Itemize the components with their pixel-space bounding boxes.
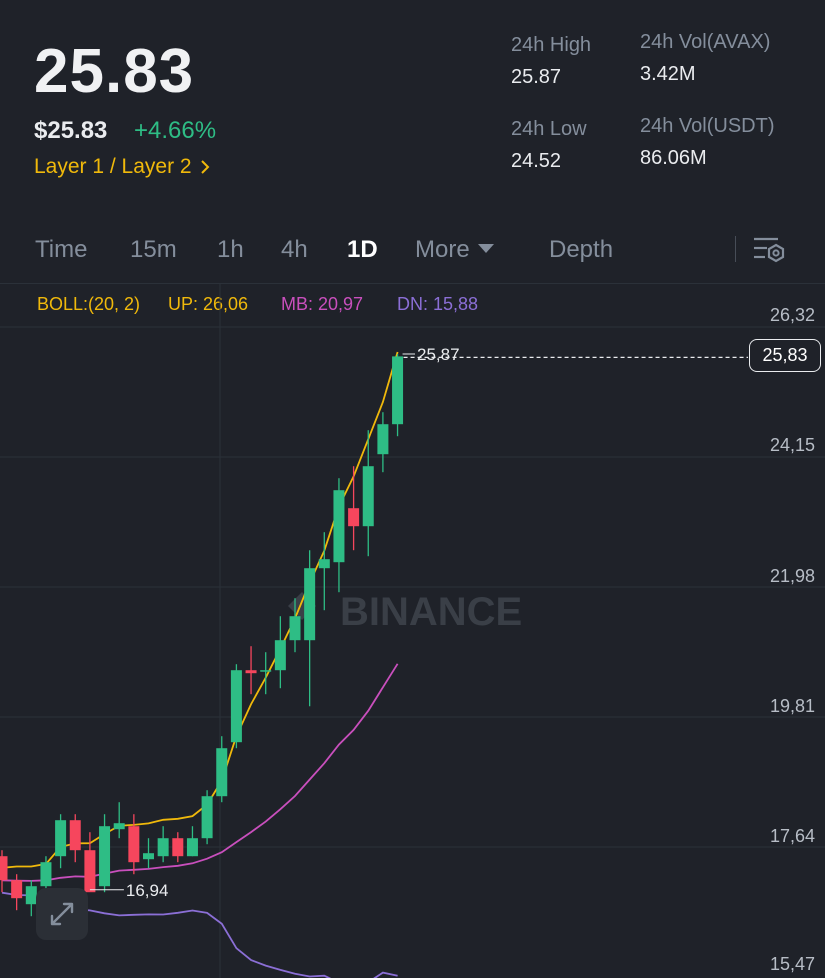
volume-quote-value: 86.06M bbox=[640, 147, 707, 169]
y-axis-tick-label: 26,32 bbox=[769, 305, 815, 325]
boll-up-value: UP: 26,06 bbox=[168, 294, 249, 314]
candle-body bbox=[11, 880, 23, 899]
candle-body bbox=[186, 838, 198, 857]
candle-body bbox=[362, 466, 374, 527]
candle-body bbox=[201, 796, 213, 839]
watermark-text: BINANCE bbox=[340, 590, 522, 634]
candle-body bbox=[318, 559, 330, 569]
candle-body bbox=[40, 862, 52, 887]
volume-base-label: 24h Vol(AVAX) bbox=[640, 31, 771, 53]
candle-body bbox=[260, 670, 272, 672]
low-label: 24h Low bbox=[511, 118, 587, 140]
tab-time[interactable]: Time bbox=[35, 236, 88, 263]
watermark: BINANCE bbox=[288, 590, 522, 634]
y-axis-tick-label: 24,15 bbox=[769, 435, 815, 455]
volume-quote-label: 24h Vol(USDT) bbox=[640, 115, 775, 137]
current-price-tag[interactable]: 25,83 bbox=[749, 339, 821, 372]
tab-depth[interactable]: Depth bbox=[549, 236, 614, 263]
chart-settings-icon[interactable] bbox=[752, 234, 788, 266]
tabs-separator bbox=[0, 283, 825, 284]
candle-body bbox=[157, 838, 169, 857]
y-axis-tick-label: 19,81 bbox=[769, 696, 815, 716]
candle-body bbox=[377, 424, 389, 455]
boll-indicator-name: BOLL:(20, 2) bbox=[37, 294, 141, 314]
usd-price: $25.83 bbox=[34, 117, 108, 144]
tabs-divider bbox=[735, 236, 736, 262]
last-price: 25.83 bbox=[34, 37, 195, 106]
y-axis-tick-label: 15,47 bbox=[769, 954, 815, 974]
candle-body bbox=[84, 850, 96, 893]
candle-body bbox=[128, 826, 140, 863]
expand-icon bbox=[50, 902, 74, 926]
candle-body bbox=[348, 508, 360, 527]
tab-more[interactable]: More bbox=[415, 236, 494, 264]
tab-15m[interactable]: 15m bbox=[130, 236, 177, 263]
candle-body bbox=[274, 640, 286, 671]
expand-chart-button[interactable] bbox=[36, 888, 88, 940]
candle-body bbox=[289, 616, 301, 641]
category-tags-label: Layer 1 / Layer 2 bbox=[34, 155, 192, 178]
candle-body bbox=[392, 356, 404, 425]
caret-down-icon bbox=[477, 244, 494, 254]
candle-body bbox=[69, 820, 81, 851]
y-axis-tick-label: 17,64 bbox=[769, 826, 815, 846]
candle-body bbox=[143, 853, 154, 860]
tab-1h[interactable]: 1h bbox=[217, 236, 244, 263]
chevron-right-icon bbox=[200, 160, 210, 174]
boll-dn-value: DN: 15,88 bbox=[397, 294, 479, 314]
candle-body bbox=[99, 826, 111, 887]
y-axis-tick-label: 21,98 bbox=[769, 566, 815, 586]
boll-upper-line bbox=[1, 351, 399, 869]
candle-body bbox=[304, 568, 316, 641]
volume-base-value: 3.42M bbox=[640, 63, 696, 85]
candle-body bbox=[55, 820, 67, 857]
price-change-percent: +4.66% bbox=[134, 117, 217, 144]
candle-body bbox=[333, 490, 345, 563]
candlestick-chart[interactable]: BINANCE 25,87 16,94 bbox=[0, 284, 825, 978]
candle-body bbox=[172, 838, 184, 857]
high-value: 25.87 bbox=[511, 66, 562, 88]
boll-middle-line bbox=[1, 663, 399, 882]
high-marker-label: 25,87 bbox=[417, 345, 460, 364]
low-marker-label: 16,94 bbox=[126, 881, 169, 900]
candle-body bbox=[216, 748, 228, 797]
tab-more-label: More bbox=[415, 236, 470, 263]
low-value: 24.52 bbox=[511, 150, 562, 172]
candle-body bbox=[245, 670, 257, 674]
candle-body bbox=[0, 856, 8, 881]
boll-mb-value: MB: 20,97 bbox=[281, 294, 364, 314]
high-label: 24h High bbox=[511, 34, 592, 56]
tab-1d[interactable]: 1D bbox=[347, 236, 378, 263]
candle-body bbox=[230, 670, 242, 743]
candle-body bbox=[25, 886, 37, 905]
category-tags-link[interactable]: Layer 1 / Layer 2 bbox=[34, 155, 210, 179]
tab-4h[interactable]: 4h bbox=[281, 236, 308, 263]
candle-body bbox=[113, 823, 125, 830]
interval-tabs: Time 15m 1h 4h 1D More Depth bbox=[0, 228, 825, 274]
